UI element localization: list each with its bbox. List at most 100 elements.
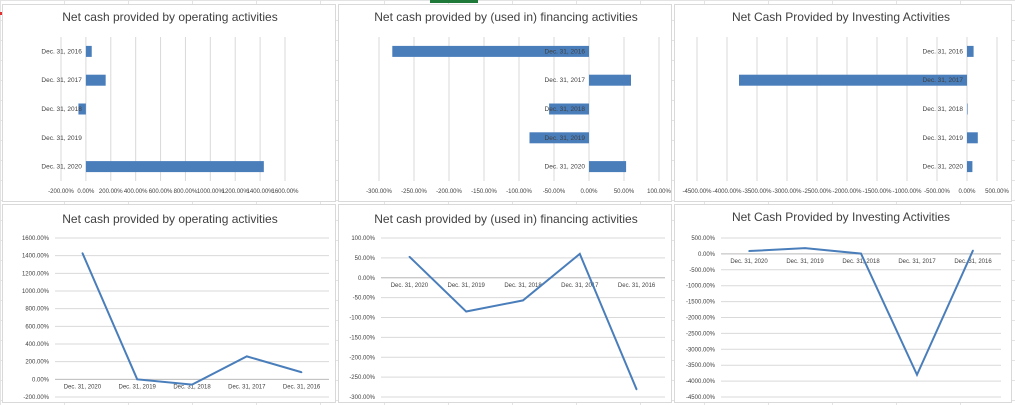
y-tick-label: 0.00%	[698, 252, 716, 258]
y-tick-label: 50.00%	[355, 256, 376, 262]
bar	[529, 132, 589, 144]
category-label: Dec. 31, 2020	[730, 259, 768, 265]
chart-investing-bar[interactable]: Net Cash Provided by Investing Activitie…	[674, 4, 1012, 202]
y-tick-label: -500.00%	[689, 268, 715, 274]
y-tick-label: -150.00%	[349, 335, 375, 341]
y-tick-label: -50.00%	[353, 296, 376, 302]
category-label: Dec. 31, 2020	[41, 164, 82, 171]
y-tick-label: 1400.00%	[22, 254, 50, 260]
category-label: Dec. 31, 2019	[41, 135, 82, 142]
chart-title: Net Cash Provided by Investing Activitie…	[732, 10, 950, 24]
category-label: Dec. 31, 2016	[545, 48, 586, 55]
x-tick-label: -1000.00%	[892, 189, 922, 195]
bar	[967, 45, 974, 57]
bar	[85, 45, 92, 57]
data-point	[748, 250, 750, 252]
bar	[85, 161, 264, 173]
bar	[967, 103, 968, 115]
bar	[85, 74, 106, 86]
y-tick-label: -2000.00%	[686, 316, 716, 322]
y-tick-label: -100.00%	[349, 316, 375, 322]
category-label: Dec. 31, 2017	[561, 283, 599, 289]
data-point	[579, 253, 581, 255]
x-tick-label: 0.00%	[77, 189, 95, 195]
x-tick-label: -3500.00%	[742, 189, 772, 195]
category-label: Dec. 31, 2016	[954, 259, 992, 265]
x-tick-label: 1600.00%	[271, 189, 299, 195]
data-point	[635, 388, 638, 391]
y-tick-label: 200.00%	[25, 360, 49, 366]
y-tick-label: -2500.00%	[686, 331, 716, 337]
bar	[78, 103, 86, 115]
y-tick-label: -200.00%	[349, 355, 375, 361]
category-label: Dec. 31, 2019	[448, 283, 486, 289]
category-label: Dec. 31, 2017	[228, 384, 266, 390]
x-tick-label: -100.00%	[506, 189, 532, 195]
x-tick-label: -1500.00%	[862, 189, 892, 195]
bar	[392, 45, 589, 57]
data-point	[804, 247, 806, 249]
chart-financing-line-plot: Net cash provided by (used in) financing…	[349, 212, 665, 401]
x-tick-label: -4000.00%	[712, 189, 742, 195]
x-tick-label: 400.00%	[124, 189, 148, 195]
x-tick-label: -4500.00%	[682, 189, 712, 195]
x-tick-label: 100.00%	[647, 189, 671, 195]
bar	[549, 103, 589, 115]
category-label: Dec. 31, 2016	[923, 48, 964, 55]
x-tick-label: 500.00%	[985, 189, 1009, 195]
category-label: Dec. 31, 2019	[923, 135, 964, 142]
x-tick-label: -150.00%	[471, 189, 497, 195]
category-label: Dec. 31, 2019	[119, 384, 157, 390]
chart-operating-line[interactable]: Net cash provided by operating activitie…	[2, 204, 336, 403]
y-tick-label: -300.00%	[349, 395, 375, 401]
category-label: Dec. 31, 2018	[545, 106, 586, 113]
data-point	[860, 252, 862, 255]
y-tick-label: 0.00%	[358, 276, 376, 282]
x-tick-label: 200.00%	[99, 189, 123, 195]
chart-title: Net cash provided by operating activitie…	[62, 10, 277, 24]
y-tick-label: 100.00%	[351, 236, 375, 242]
data-point	[81, 252, 84, 254]
category-label: Dec. 31, 2017	[923, 77, 964, 84]
bar	[739, 74, 967, 86]
category-label: Dec. 31, 2019	[545, 135, 586, 142]
chart-financing-line[interactable]: Net cash provided by (used in) financing…	[338, 204, 672, 403]
y-tick-label: -1000.00%	[686, 284, 716, 290]
chart-title: Net cash provided by (used in) financing…	[374, 212, 637, 226]
category-label: Dec. 31, 2017	[898, 259, 936, 265]
category-label: Dec. 31, 2018	[504, 283, 542, 289]
chart-investing-line[interactable]: Net Cash Provided by Investing Activitie…	[674, 204, 1012, 403]
chart-operating-line-plot: Net cash provided by operating activitie…	[22, 212, 329, 401]
bar	[967, 132, 978, 144]
bar	[589, 161, 627, 173]
x-tick-label: -2000.00%	[832, 189, 862, 195]
y-tick-label: -4500.00%	[686, 395, 716, 401]
chart-title: Net Cash Provided by Investing Activitie…	[732, 210, 950, 224]
y-tick-label: -4000.00%	[686, 379, 716, 385]
series-line	[408, 252, 638, 390]
x-tick-label: 1000.00%	[197, 189, 225, 195]
chart-operating-bar[interactable]: Net cash provided by operating activitie…	[2, 4, 336, 202]
y-tick-label: 500.00%	[691, 236, 715, 242]
data-point	[972, 249, 974, 252]
bar	[967, 161, 973, 173]
y-tick-label: -1500.00%	[686, 300, 716, 306]
y-tick-label: -3500.00%	[686, 363, 716, 369]
y-tick-label: -3000.00%	[686, 347, 716, 353]
selected-cell-marker	[430, 0, 478, 3]
x-tick-label: 1200.00%	[222, 189, 250, 195]
x-tick-label: 50.00%	[614, 189, 635, 195]
data-point	[522, 299, 524, 302]
data-point	[408, 255, 411, 258]
x-tick-label: -3000.00%	[772, 189, 802, 195]
x-tick-label: 1400.00%	[247, 189, 275, 195]
error-indicator	[0, 12, 3, 15]
series-line	[81, 252, 302, 386]
chart-title: Net cash provided by (used in) financing…	[374, 10, 637, 24]
chart-financing-bar[interactable]: Net cash provided by (used in) financing…	[338, 4, 672, 202]
x-tick-label: 600.00%	[149, 189, 173, 195]
x-tick-label: -50.00%	[543, 189, 566, 195]
x-tick-label: 0.00%	[958, 189, 976, 195]
data-point	[246, 355, 248, 358]
x-tick-label: -2500.00%	[802, 189, 832, 195]
